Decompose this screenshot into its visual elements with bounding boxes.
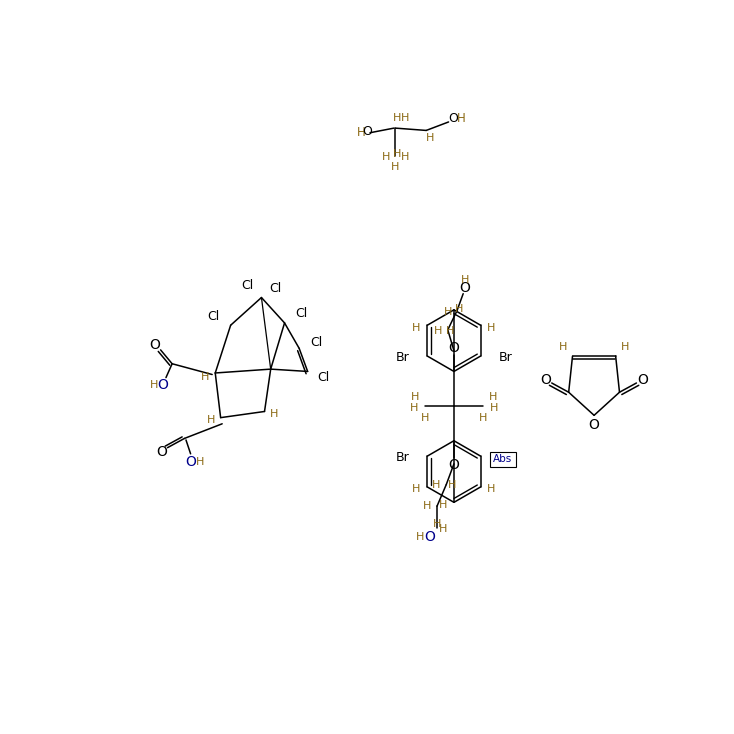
Text: H: H [421, 413, 429, 423]
Text: H: H [490, 404, 498, 413]
Text: H: H [423, 501, 431, 511]
Text: H: H [426, 133, 435, 143]
Text: H: H [410, 404, 418, 413]
Text: Br: Br [396, 351, 410, 364]
Text: H: H [439, 500, 447, 509]
Text: H: H [413, 484, 421, 494]
Text: H: H [401, 113, 410, 123]
Text: H: H [201, 372, 209, 382]
Text: H: H [413, 322, 421, 333]
Text: H: H [269, 409, 278, 419]
Text: H: H [432, 479, 440, 490]
Text: O: O [156, 446, 167, 459]
Text: O: O [637, 373, 648, 387]
Text: O: O [448, 112, 458, 126]
Text: H: H [416, 532, 424, 542]
Text: Abs: Abs [493, 454, 512, 464]
Text: H: H [433, 519, 441, 529]
Text: H: H [479, 413, 487, 423]
Text: Cl: Cl [310, 335, 322, 349]
Text: H: H [382, 153, 390, 162]
Text: H: H [434, 327, 442, 336]
Text: O: O [448, 458, 459, 473]
Text: H: H [446, 327, 454, 336]
Text: O: O [540, 373, 551, 387]
Text: O: O [149, 338, 160, 352]
Text: Br: Br [396, 451, 410, 464]
FancyBboxPatch shape [490, 451, 516, 467]
Text: O: O [448, 341, 459, 355]
Text: H: H [391, 161, 399, 172]
Text: O: O [424, 530, 435, 544]
Text: H: H [443, 307, 452, 317]
Text: Cl: Cl [241, 279, 254, 291]
Text: Br: Br [498, 351, 512, 364]
Text: Cl: Cl [295, 308, 308, 320]
Text: H: H [487, 322, 495, 333]
Text: H: H [393, 149, 401, 159]
Text: O: O [459, 280, 470, 294]
Text: O: O [158, 378, 168, 392]
Text: H: H [401, 153, 409, 162]
Text: H: H [489, 392, 498, 401]
Text: O: O [589, 418, 600, 432]
Text: H: H [457, 112, 466, 126]
Text: H: H [448, 479, 457, 490]
Text: H: H [454, 304, 462, 314]
Text: O: O [185, 454, 196, 468]
Text: H: H [559, 342, 567, 352]
Text: H: H [206, 415, 215, 425]
Text: Cl: Cl [208, 310, 219, 322]
Text: H: H [393, 113, 401, 123]
Text: H: H [487, 484, 495, 494]
Text: H: H [621, 342, 629, 352]
Text: Cl: Cl [317, 371, 329, 384]
Text: H: H [439, 524, 447, 534]
Text: H: H [410, 392, 419, 401]
Text: H: H [460, 275, 469, 285]
Text: H: H [357, 126, 365, 139]
Text: Cl: Cl [269, 282, 281, 295]
Text: H: H [196, 457, 204, 467]
Text: H: H [150, 380, 158, 390]
Text: O: O [362, 125, 372, 138]
